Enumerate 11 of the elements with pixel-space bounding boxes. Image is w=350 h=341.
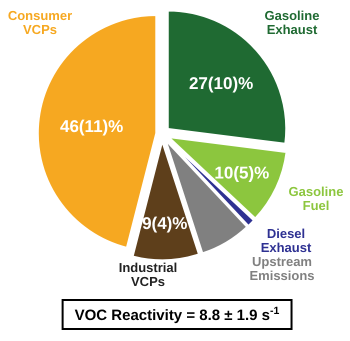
slice-label: Gasoline Fuel bbox=[288, 184, 344, 213]
slice-label: Diesel Exhaust bbox=[260, 226, 312, 255]
slice-label: Industrial VCPs bbox=[118, 260, 178, 289]
slice-label: Upstream Emissions bbox=[249, 254, 315, 283]
data-label: 27(10)% bbox=[188, 74, 254, 93]
data-label: 10(5)% bbox=[214, 164, 270, 183]
data-label: 46(11)% bbox=[60, 117, 124, 136]
slice-label: Consumer VCPs bbox=[8, 8, 72, 37]
text: VOC Reactivity = 8.8 ± 1.9 s$^{-1}$ bbox=[74, 305, 280, 324]
slice-label: Gasoline Exhaust bbox=[264, 8, 320, 37]
data-label: 9(4)% bbox=[142, 214, 188, 234]
